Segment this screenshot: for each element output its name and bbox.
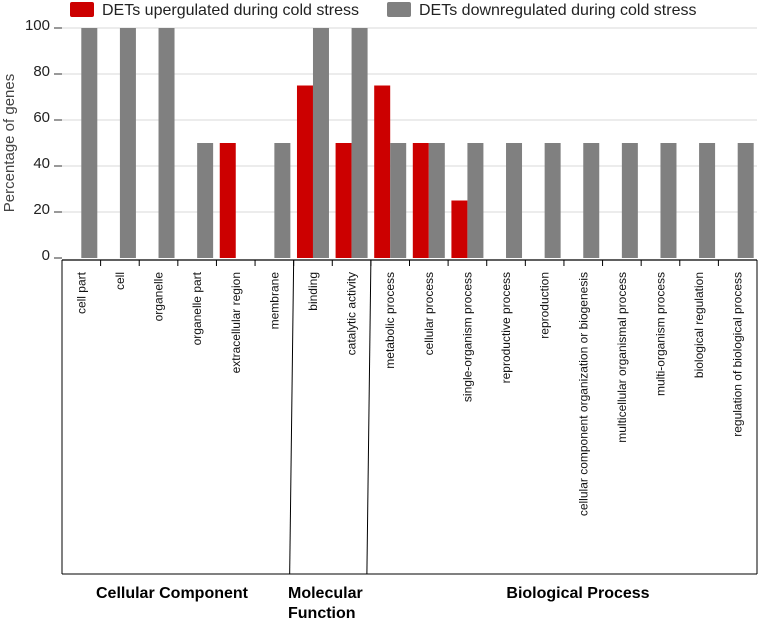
group-label-biological-process: Biological Process	[506, 585, 649, 602]
bar	[374, 85, 391, 258]
bar	[312, 28, 329, 258]
bar	[621, 143, 638, 258]
category-label: multi-organism process	[653, 272, 667, 396]
category-label: cellular component organization or bioge…	[576, 272, 590, 516]
category-label: membrane	[267, 272, 281, 330]
bar	[451, 200, 468, 258]
bar	[296, 85, 313, 258]
bar	[390, 143, 407, 258]
bar	[274, 143, 291, 258]
category-label: single-organism process	[460, 272, 474, 402]
category-label: biological regulation	[692, 272, 706, 378]
bar	[699, 143, 716, 258]
y-axis: 0 20 40 60 80 100 Percentage of genes	[1, 17, 62, 264]
bar	[506, 143, 523, 258]
y-tick-label: 20	[33, 201, 50, 218]
group-label-line: Function	[288, 605, 356, 622]
category-label: metabolic process	[383, 272, 397, 369]
bar	[351, 28, 368, 258]
bar	[737, 143, 754, 258]
category-label: catalytic activity	[345, 272, 359, 355]
bar	[119, 28, 136, 258]
category-label: reproduction	[538, 272, 552, 339]
bar	[583, 143, 600, 258]
legend: DETs upergulated during cold stress DETs …	[70, 2, 696, 19]
category-label: cell	[113, 272, 127, 290]
category-label: organelle	[152, 272, 166, 322]
y-tick-label: 0	[42, 247, 50, 264]
bar	[158, 28, 175, 258]
legend-swatch	[70, 2, 94, 17]
group-label-line: Molecular	[288, 585, 363, 602]
group-divider	[289, 259, 295, 575]
y-tick-label: 100	[25, 17, 50, 34]
grid	[62, 27, 757, 213]
group-label-molecular-function: Molecular Function	[288, 585, 363, 622]
bar	[467, 143, 484, 258]
category-label: reproductive process	[499, 272, 513, 383]
bar	[544, 143, 561, 258]
y-tick-label: 80	[33, 63, 50, 80]
bar	[219, 143, 236, 258]
category-label: regulation of biological process	[731, 272, 745, 437]
category-label: extracellular region	[229, 272, 243, 373]
bar	[197, 143, 214, 258]
x-axis: cell part cell organelle organelle part extr…	[61, 259, 758, 516]
y-tick-label: 60	[33, 109, 50, 126]
group-divider	[366, 259, 372, 575]
bar	[412, 143, 429, 258]
bar	[428, 143, 445, 258]
y-tick-label: 40	[33, 155, 50, 172]
bar	[335, 143, 352, 258]
category-label: cell part	[74, 271, 88, 314]
legend-label: DETs downregulated during cold stress	[419, 2, 696, 19]
category-label: cellular process	[422, 272, 436, 355]
category-label: multicellular organismal process	[615, 272, 629, 443]
y-axis-title: Percentage of genes	[1, 74, 18, 212]
bar	[81, 28, 98, 258]
category-label: binding	[306, 272, 320, 311]
category-groups: Cellular Component Molecular Function Biolo…	[61, 259, 758, 622]
legend-swatch	[387, 2, 411, 17]
group-label-cellular-component: Cellular Component	[96, 585, 249, 602]
category-label: organelle part	[190, 271, 204, 345]
bar	[660, 143, 677, 258]
legend-label: DETs upergulated during cold stress	[102, 2, 359, 19]
bars	[81, 28, 754, 258]
